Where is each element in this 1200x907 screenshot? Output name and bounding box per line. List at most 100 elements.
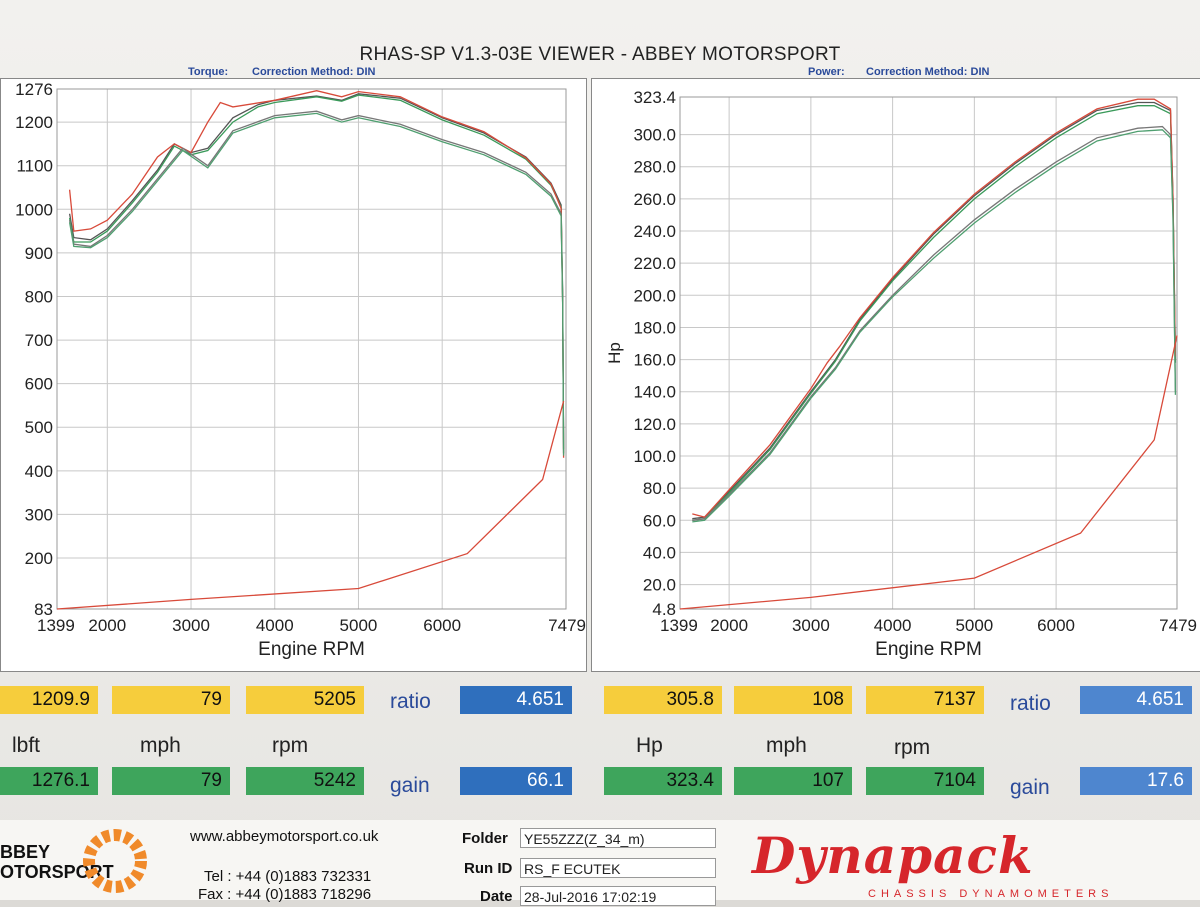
series-line-4 (692, 129, 1177, 523)
folder-label: Folder (462, 830, 508, 847)
date-field: 28-Jul-2016 17:02:19 (520, 886, 716, 906)
power-readout-value: 305.8 (604, 686, 722, 714)
x-tick-label: 2000 (710, 616, 748, 635)
gain-value-right: 17.6 (1080, 767, 1192, 795)
torque-readout-mph: 79 (112, 686, 230, 714)
peak-power-mph: 107 (734, 767, 852, 795)
power-correction-method: Correction Method: DIN (866, 66, 990, 78)
telephone-text: Tel : +44 (0)1883 732331 (204, 868, 372, 885)
x-tick-label: 6000 (423, 616, 461, 635)
y-tick-label: 1200 (15, 113, 53, 132)
power-chart: 4.8 20.0 40.0 60.0 80.0 100.0 120.0 140.0 160.0 1… (605, 88, 1197, 660)
y-tick-label: 200 (25, 549, 53, 568)
ratio-value-right: 4.651 (1080, 686, 1192, 714)
series-line-2 (68, 90, 565, 458)
torque-correction-method: Correction Method: DIN (252, 66, 376, 78)
x-tick-label: 4000 (874, 616, 912, 635)
date-label: Date (480, 888, 513, 905)
y-tick-label: 1000 (15, 200, 53, 219)
y-tick-label: 300.0 (633, 126, 676, 145)
y-tick-label: 60.0 (643, 511, 676, 530)
dynapack-logo: Dynapack (752, 826, 1034, 885)
x-tick-label: 1399 (37, 616, 75, 635)
y-tick-label: 600 (25, 375, 53, 394)
power-readout-mph: 108 (734, 686, 852, 714)
series-line-5 (679, 335, 1178, 610)
y-tick-label: 323.4 (633, 88, 676, 107)
unit-label-rpm-left: rpm (272, 734, 309, 757)
x-tick-label: 5000 (955, 616, 993, 635)
folder-field: YE55ZZZ(Z_34_m) (520, 828, 716, 848)
x-tick-label: 7479 (1159, 616, 1197, 635)
y-tick-label: 80.0 (643, 479, 676, 498)
y-tick-label: 280.0 (633, 158, 676, 177)
torque-chart: 83 200 300 400 500 600 700 800 900 1000 1100 1200 12… (15, 80, 586, 660)
peak-torque-value: 1276.1 (0, 767, 98, 795)
gain-value-left: 66.1 (460, 767, 572, 795)
torque-readout-rpm: 5205 (246, 686, 364, 714)
x-tick-label: 7479 (548, 616, 586, 635)
y-tick-label: 800 (25, 287, 53, 306)
y-tick-label: 83 (34, 600, 53, 619)
x-tick-label: 3000 (172, 616, 210, 635)
power-readout-rpm: 7137 (866, 686, 984, 714)
ratio-label-right: ratio (1010, 692, 1051, 715)
y-tick-label: 400 (25, 462, 53, 481)
logo-line-1: BBEY (0, 842, 51, 862)
y-tick-label: 40.0 (643, 543, 676, 562)
fax-text: Fax : +44 (0)1883 718296 (198, 886, 372, 903)
series-line-4 (68, 112, 565, 456)
series-line-1 (68, 94, 565, 454)
series-line-0 (68, 93, 565, 450)
y-tick-label: 220.0 (633, 254, 676, 273)
dynapack-subtitle: CHASSIS DYNAMOMETERS (868, 888, 1114, 900)
peak-torque-mph: 79 (112, 767, 230, 795)
abbey-logo-gear-icon (83, 829, 147, 893)
series-line-1 (692, 105, 1177, 521)
gain-label-right: gain (1010, 776, 1050, 799)
x-tick-label: 2000 (88, 616, 126, 635)
peak-torque-rpm: 5242 (246, 767, 364, 795)
power-header-label: Power: (808, 66, 845, 78)
unit-label-rpm-right: rpm (894, 736, 931, 759)
y-tick-label: 260.0 (633, 190, 676, 209)
run-id-label: Run ID (464, 860, 513, 877)
abbey-motorsport-logo: BBEY OTORSPORT (0, 842, 114, 882)
series-line-0 (692, 101, 1177, 520)
torque-readout-value: 1209.9 (0, 686, 98, 714)
x-tick-label: 6000 (1037, 616, 1075, 635)
x-axis-label: Engine RPM (875, 639, 982, 660)
run-id-field: RS_F ECUTEK (520, 858, 716, 878)
plot-frame (56, 88, 567, 610)
x-tick-label: 5000 (340, 616, 378, 635)
y-axis-label: Hp (605, 342, 624, 364)
y-tick-label: 200.0 (633, 286, 676, 305)
y-tick-label: 1100 (16, 157, 53, 176)
y-tick-label: 4.8 (652, 600, 676, 619)
series-line-3 (68, 110, 565, 454)
y-tick-label: 100.0 (633, 447, 676, 466)
ratio-label-left: ratio (390, 690, 431, 713)
y-tick-label: 20.0 (643, 576, 676, 595)
x-tick-label: 4000 (256, 616, 294, 635)
logo-line-2: OTORSPORT (0, 862, 114, 882)
x-tick-label: 1399 (660, 616, 698, 635)
y-tick-label: 140.0 (633, 383, 676, 402)
ratio-value-left: 4.651 (460, 686, 572, 714)
series-line-3 (692, 125, 1177, 521)
x-tick-label: 3000 (792, 616, 830, 635)
y-tick-label: 700 (25, 331, 53, 350)
y-tick-label: 120.0 (633, 415, 676, 434)
unit-label-hp: Hp (636, 734, 663, 757)
power-chart-panel: 4.8 20.0 40.0 60.0 80.0 100.0 120.0 140.0 160.0 1… (591, 78, 1200, 672)
unit-label-mph-left: mph (140, 734, 181, 757)
torque-header-label: Torque: (188, 66, 229, 78)
plot-frame (679, 96, 1178, 610)
gain-label-left: gain (390, 774, 430, 797)
page-title: RHAS-SP V1.3-03E VIEWER - ABBEY MOTORSPO… (359, 44, 841, 65)
y-tick-label: 500 (25, 418, 53, 437)
y-tick-label: 1276 (15, 80, 53, 99)
y-tick-label: 180.0 (633, 318, 676, 337)
unit-label-lbft: lbft (12, 734, 41, 757)
y-tick-label: 240.0 (633, 222, 676, 241)
